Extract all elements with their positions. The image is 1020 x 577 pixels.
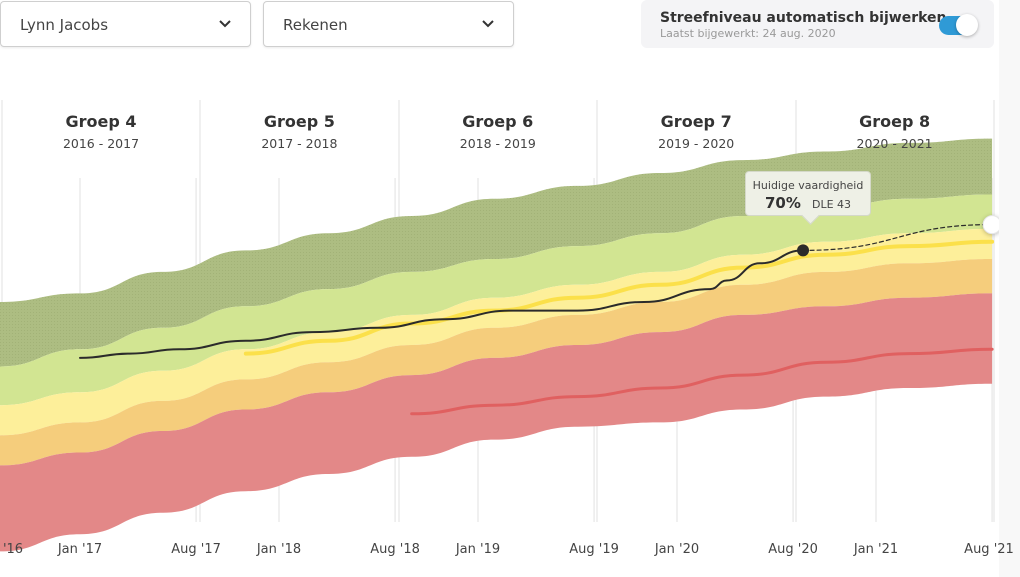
group-name: Groep 6 <box>462 112 534 131</box>
group-name: Groep 4 <box>65 112 137 131</box>
x-tick-label: Aug '20 <box>768 542 818 557</box>
projection-line <box>802 224 993 251</box>
chevron-down-icon <box>219 20 231 28</box>
x-tick-label: '16 <box>2 542 24 557</box>
last-updated-text: Laatst bijgewerkt: 24 aug. 2020 <box>660 27 836 40</box>
x-tick-label: Aug '21 <box>964 542 1014 557</box>
band-low <box>0 259 993 466</box>
student-progress-line <box>79 249 805 359</box>
tooltip-dle: DLE 43 <box>811 198 852 211</box>
subject-select-value: Rekenen <box>283 16 348 34</box>
auto-update-title: Streefniveau automatisch bijwerken <box>660 10 947 26</box>
group-header: Groep 6 2018 - 2019 <box>399 112 597 151</box>
performance-bands <box>0 138 993 552</box>
group-header: Groep 4 2016 - 2017 <box>2 112 200 151</box>
band-top <box>0 138 993 367</box>
tooltip-title: Huidige vaardigheid <box>752 179 864 192</box>
chart-lines <box>79 215 1002 416</box>
band-mid <box>0 228 993 436</box>
chevron-down-icon <box>482 20 494 28</box>
current-skill-tooltip: Huidige vaardigheid 70% DLE 43 <box>745 171 871 225</box>
auto-update-toggle[interactable] <box>939 14 978 36</box>
group-years: 2016 - 2017 <box>62 136 140 151</box>
group-name: Groep 8 <box>859 112 931 131</box>
tooltip-percent: 70% <box>764 194 801 212</box>
band-bottom <box>0 293 993 552</box>
group-years: 2018 - 2019 <box>459 136 536 151</box>
student-select[interactable]: Lynn Jacobs <box>0 1 251 47</box>
lower-bound-line <box>410 347 994 416</box>
x-tick-label: Aug '18 <box>370 542 420 557</box>
x-tick-label: Jan '17 <box>57 542 103 557</box>
band-high <box>0 194 993 406</box>
auto-update-card: Streefniveau automatisch bijwerken Laats… <box>641 0 994 48</box>
group-header: Groep 7 2019 - 2020 <box>597 112 795 151</box>
x-tick-label: Aug '17 <box>171 542 221 557</box>
group-years: 2020 - 2021 <box>856 136 933 151</box>
group-header: Groep 8 2020 - 2021 <box>796 112 994 151</box>
student-select-value: Lynn Jacobs <box>20 16 109 34</box>
x-tick-label: Jan '21 <box>853 542 899 557</box>
x-tick-label: Aug '19 <box>569 542 619 557</box>
x-tick-label: Jan '18 <box>256 542 302 557</box>
current-skill-point <box>797 244 810 257</box>
target-line <box>243 239 995 356</box>
toggle-knob <box>956 14 978 36</box>
group-name: Groep 7 <box>660 112 732 131</box>
subject-select[interactable]: Rekenen <box>263 1 514 47</box>
group-header: Groep 5 2017 - 2018 <box>200 112 398 151</box>
group-years: 2019 - 2020 <box>658 136 735 151</box>
x-tick-label: Jan '19 <box>455 542 501 557</box>
x-tick-label: Jan '20 <box>654 542 700 557</box>
group-name: Groep 5 <box>263 112 335 131</box>
scrollbar-track[interactable] <box>999 0 1020 577</box>
group-years: 2017 - 2018 <box>261 136 338 151</box>
